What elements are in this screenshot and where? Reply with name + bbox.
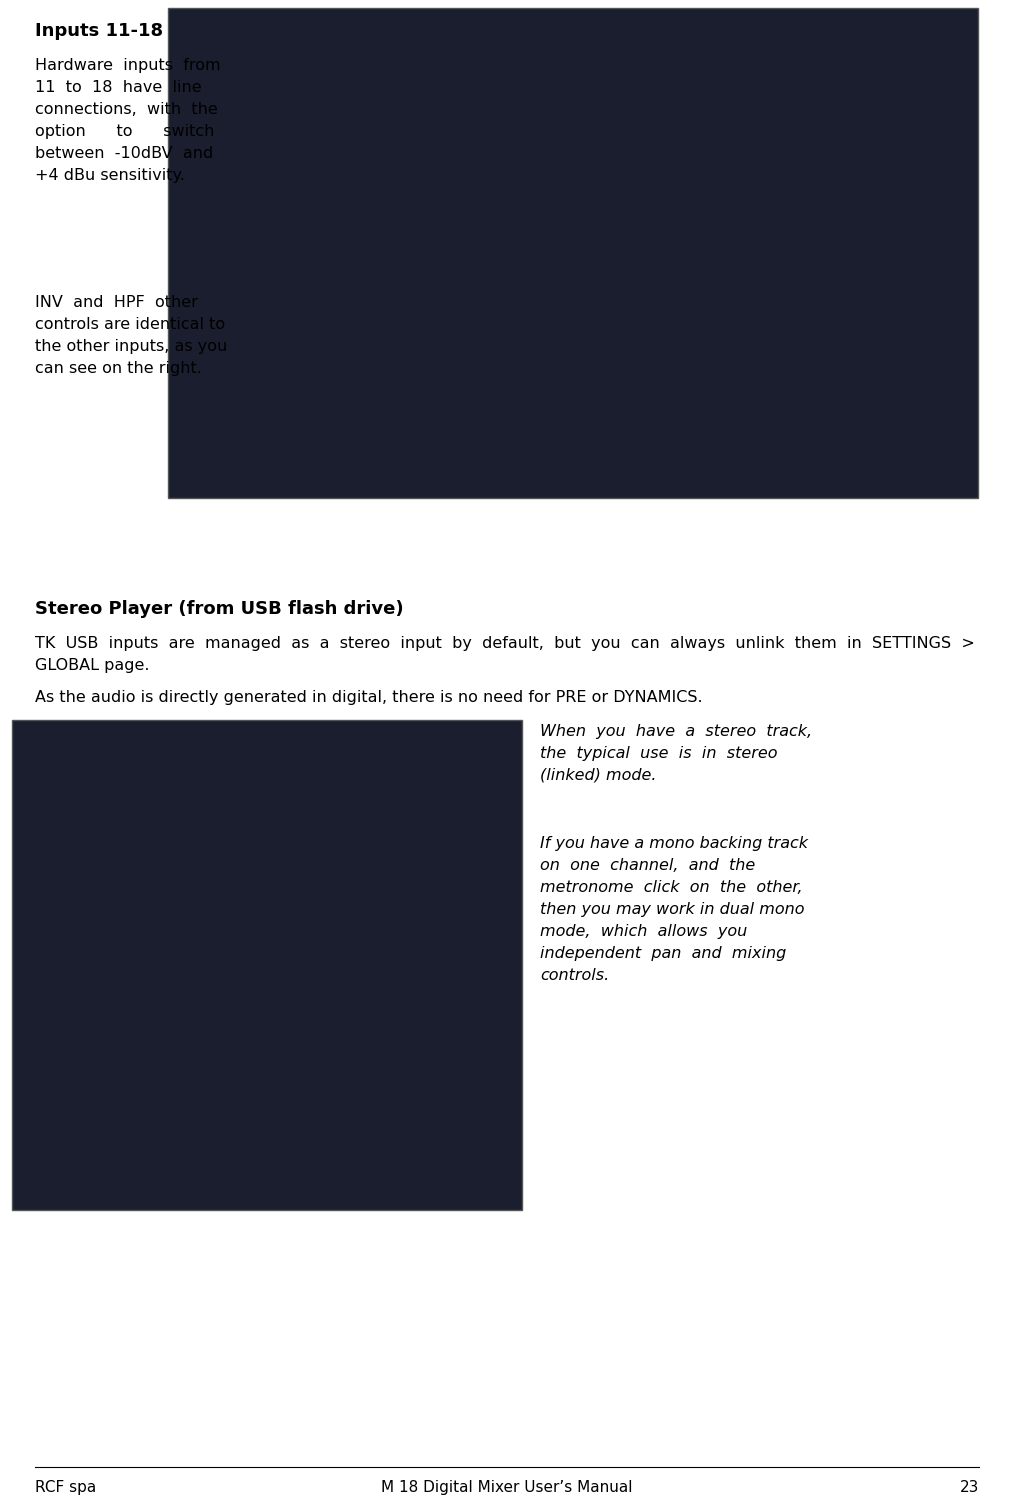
Text: option      to      switch: option to switch <box>35 125 214 138</box>
Text: the  typical  use  is  in  stereo: the typical use is in stereo <box>540 745 778 761</box>
Text: connections,  with  the: connections, with the <box>35 102 218 117</box>
Text: RCF spa: RCF spa <box>35 1480 96 1495</box>
Text: 23: 23 <box>959 1480 979 1495</box>
Text: on  one  channel,  and  the: on one channel, and the <box>540 858 755 873</box>
Text: Hardware  inputs  from: Hardware inputs from <box>35 59 221 74</box>
Text: Stereo Player (from USB flash drive): Stereo Player (from USB flash drive) <box>35 600 404 618</box>
Text: between  -10dBV  and: between -10dBV and <box>35 146 213 161</box>
Text: Inputs 11-18: Inputs 11-18 <box>35 23 163 41</box>
Text: INV  and  HPF  other: INV and HPF other <box>35 295 198 310</box>
Text: GLOBAL page.: GLOBAL page. <box>35 658 149 673</box>
Text: 11  to  18  have  line: 11 to 18 have line <box>35 80 202 95</box>
Text: the other inputs, as you: the other inputs, as you <box>35 340 227 355</box>
Text: When  you  have  a  stereo  track,: When you have a stereo track, <box>540 724 812 739</box>
Text: TK  USB  inputs  are  managed  as  a  stereo  input  by  default,  but  you  can: TK USB inputs are managed as a stereo in… <box>35 636 974 651</box>
Text: controls are identical to: controls are identical to <box>35 317 225 332</box>
Text: (linked) mode.: (linked) mode. <box>540 768 656 783</box>
Text: metronome  click  on  the  other,: metronome click on the other, <box>540 879 803 894</box>
Text: +4 dBu sensitivity.: +4 dBu sensitivity. <box>35 168 185 183</box>
Text: independent  pan  and  mixing: independent pan and mixing <box>540 945 786 960</box>
Text: can see on the right.: can see on the right. <box>35 361 202 376</box>
Text: mode,  which  allows  you: mode, which allows you <box>540 924 747 939</box>
Text: then you may work in dual mono: then you may work in dual mono <box>540 902 804 917</box>
FancyBboxPatch shape <box>168 8 977 497</box>
Text: controls.: controls. <box>540 968 609 983</box>
Text: If you have a mono backing track: If you have a mono backing track <box>540 836 808 851</box>
FancyBboxPatch shape <box>12 720 522 1210</box>
Text: As the audio is directly generated in digital, there is no need for PRE or DYNAM: As the audio is directly generated in di… <box>35 690 703 705</box>
Text: M 18 Digital Mixer User’s Manual: M 18 Digital Mixer User’s Manual <box>381 1480 633 1495</box>
